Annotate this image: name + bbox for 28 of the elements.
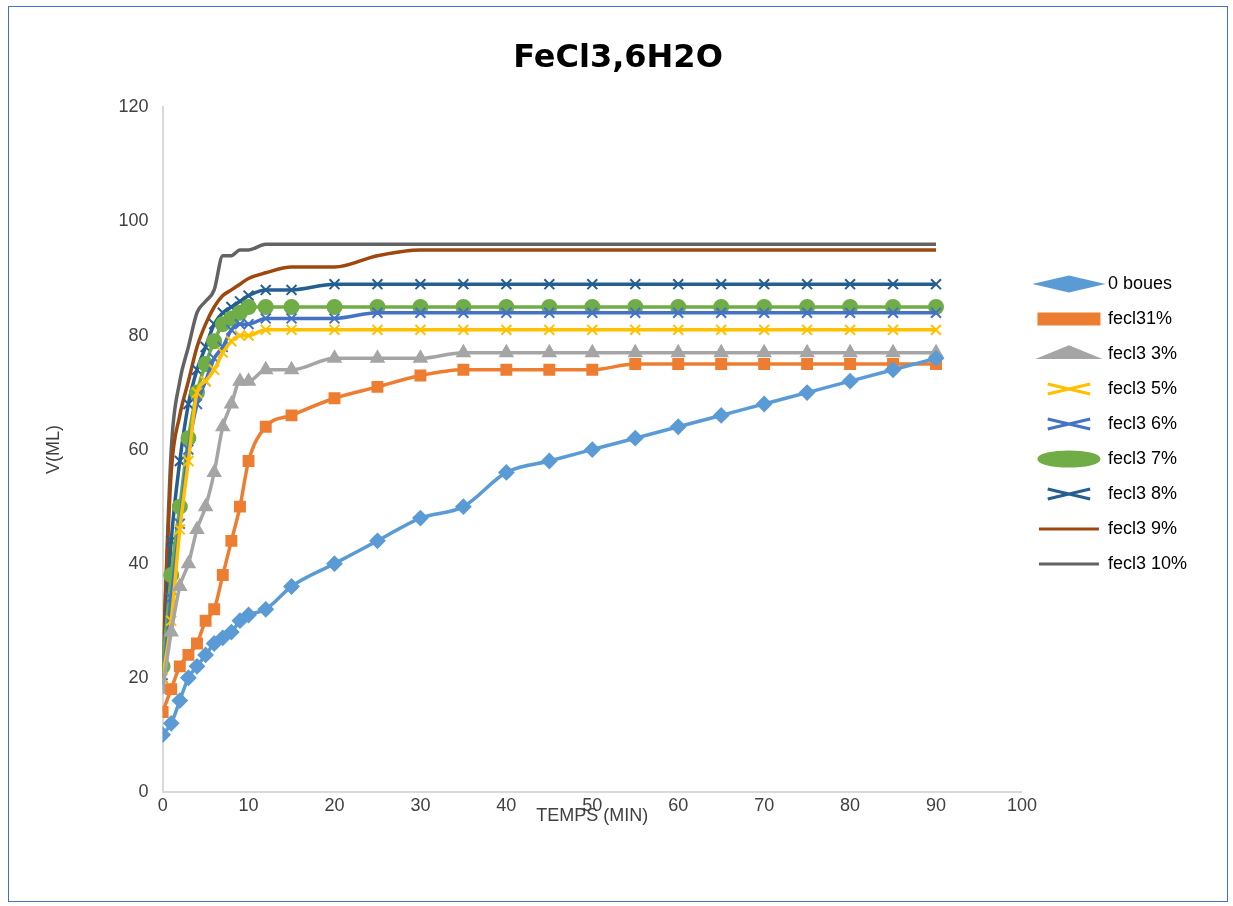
x-tick-label: 30	[410, 794, 431, 815]
y-tick-label: 20	[128, 666, 149, 687]
x-tick-label: 20	[324, 794, 345, 815]
y-tick-label: 0	[138, 780, 149, 801]
x-tick-label: 60	[668, 794, 689, 815]
legend-label: fecl3 8%	[1107, 482, 1177, 503]
y-tick-label: 60	[128, 438, 149, 459]
legend-label: fecl31%	[1107, 307, 1172, 328]
y-tick-label: 100	[118, 210, 149, 231]
legend-label: fecl3 6%	[1107, 412, 1177, 433]
chart-title: FeCl3,6H2O	[513, 36, 723, 75]
x-tick-label: 70	[754, 794, 775, 815]
legend-label: fecl3 3%	[1107, 342, 1177, 363]
y-tick-label: 40	[128, 552, 149, 573]
x-tick-label: 0	[157, 794, 168, 815]
legend-label: fecl3 9%	[1107, 517, 1177, 538]
x-tick-label: 10	[238, 794, 259, 815]
x-tick-label: 80	[840, 794, 861, 815]
legend-label: fecl3 7%	[1107, 447, 1177, 468]
legend-label: fecl3 5%	[1107, 377, 1177, 398]
x-tick-label: 90	[926, 794, 947, 815]
legend-label: 0 boues	[1107, 272, 1173, 293]
x-tick-label: 100	[1006, 794, 1037, 815]
legend-label: fecl3 10%	[1107, 552, 1188, 573]
x-tick-label: 40	[496, 794, 517, 815]
y-axis-title: V(ML)	[42, 425, 63, 475]
y-tick-label: 120	[118, 96, 149, 117]
y-tick-label: 80	[128, 324, 149, 345]
